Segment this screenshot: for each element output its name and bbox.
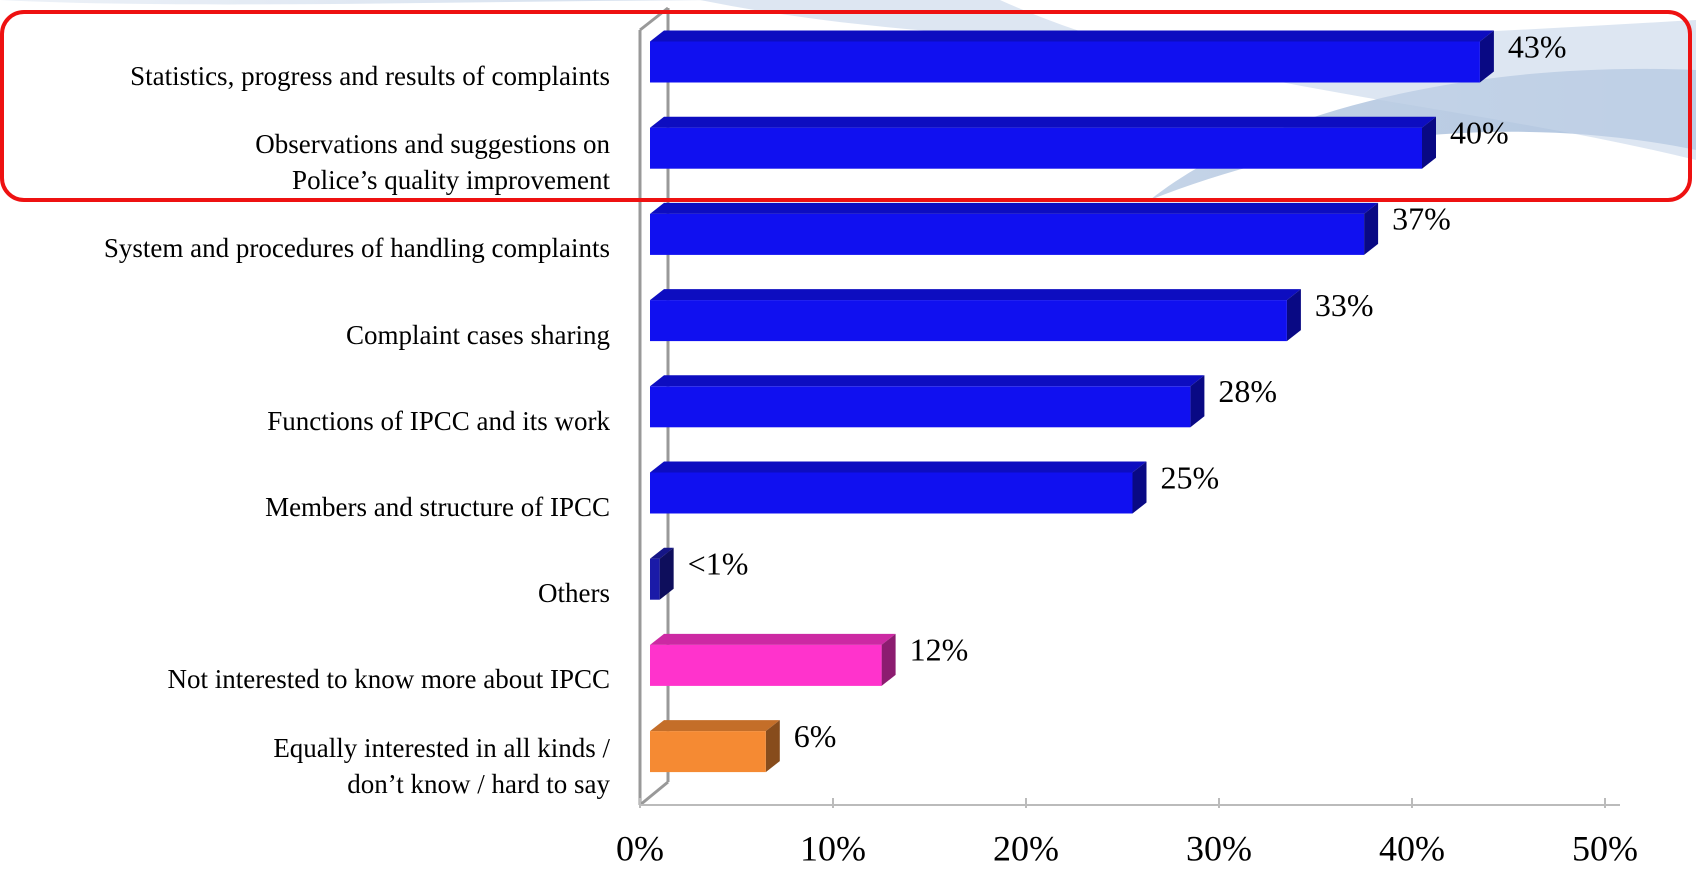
bar	[650, 386, 1191, 428]
bar-top	[650, 461, 1147, 473]
value-label: 28%	[1218, 373, 1277, 409]
bar-side	[1422, 116, 1436, 169]
bar-top	[650, 375, 1205, 387]
category-label: Complaint cases sharing	[346, 319, 610, 350]
value-label: 43%	[1508, 28, 1567, 64]
bar-side	[1190, 375, 1205, 428]
bar-side	[765, 720, 780, 773]
axis-wall	[639, 780, 669, 807]
bar-top	[650, 116, 1436, 128]
bar-side	[1132, 461, 1147, 514]
bar-side	[881, 633, 896, 686]
x-tick-label: 10%	[800, 828, 866, 868]
bar	[650, 472, 1133, 514]
bar	[650, 127, 1422, 169]
x-tick-label: 50%	[1572, 828, 1638, 868]
category-label: Equally interested in all kinds / don’t …	[273, 732, 610, 799]
x-tick-label: 20%	[993, 828, 1059, 868]
category-label: Others	[538, 578, 610, 609]
value-label: 40%	[1450, 115, 1509, 151]
bar-side	[1479, 30, 1494, 83]
bar-side	[1286, 289, 1301, 342]
bar	[650, 41, 1480, 83]
value-label: 6%	[794, 718, 837, 754]
category-label: Members and structure of IPCC	[265, 492, 610, 522]
value-label: 12%	[910, 632, 969, 668]
bar-top	[650, 633, 896, 645]
value-label: <1%	[688, 546, 749, 582]
value-label: 33%	[1315, 287, 1374, 323]
value-label: 25%	[1161, 459, 1220, 495]
x-tick-label: 30%	[1186, 828, 1252, 868]
bar-side	[659, 547, 674, 600]
bar-top	[650, 547, 674, 559]
bar-top	[650, 30, 1494, 42]
value-label: 37%	[1392, 201, 1451, 237]
bar	[650, 300, 1287, 342]
x-tick-label: 0%	[616, 828, 664, 868]
bar	[650, 644, 882, 686]
bar-side	[1364, 202, 1379, 255]
category-label: Statistics, progress and results of comp…	[130, 61, 610, 91]
category-label: Functions of IPCC and its work	[267, 405, 610, 436]
bar-top	[650, 720, 780, 732]
category-label: System and procedures of handling compla…	[103, 233, 610, 264]
bar-top	[650, 289, 1301, 301]
bar	[650, 213, 1365, 255]
category-label: Observations and suggestions on Police’s…	[255, 129, 610, 196]
highlight-box	[0, 10, 1692, 202]
category-label: Not interested to know more about IPCC	[167, 664, 610, 695]
bar	[650, 731, 766, 773]
bar-top	[650, 202, 1379, 214]
bar	[650, 558, 660, 600]
x-tick-label: 40%	[1379, 828, 1445, 868]
